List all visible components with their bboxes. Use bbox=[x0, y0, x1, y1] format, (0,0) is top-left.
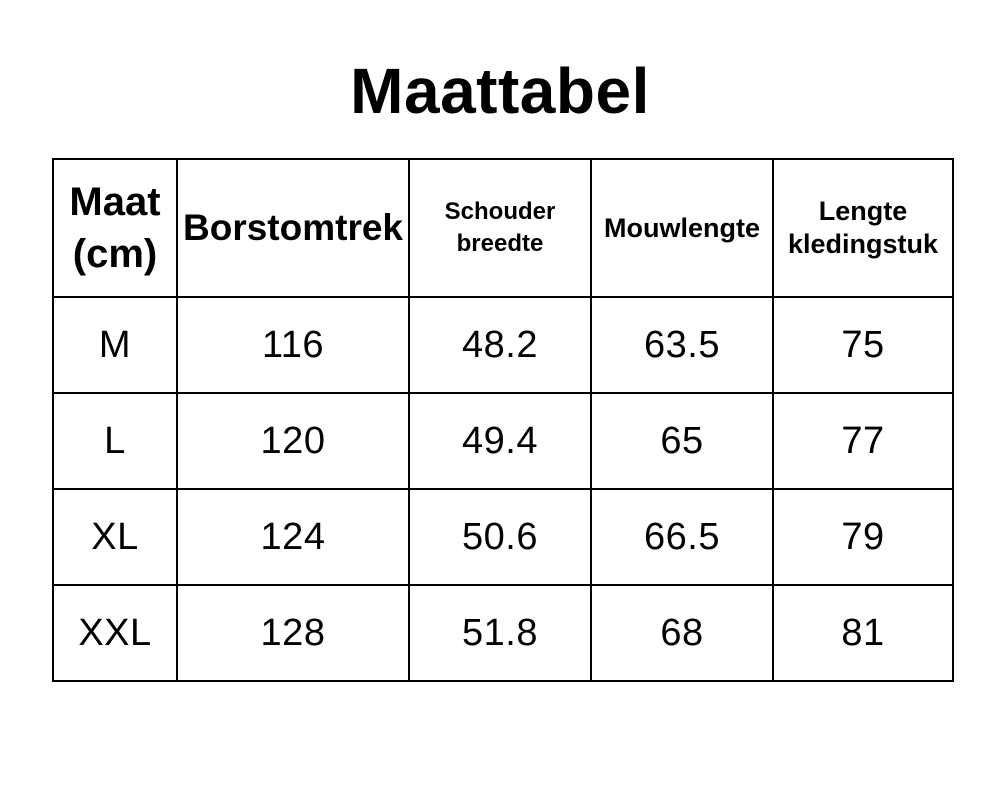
table-row-l: L 120 49.4 65 77 bbox=[52, 392, 954, 490]
table-row-xl: XL 124 50.6 66.5 79 bbox=[52, 488, 954, 586]
schouderbreedte-value: 51.8 bbox=[408, 584, 592, 682]
lengte-kledingstuk-value: 77 bbox=[772, 392, 954, 490]
schouderbreedte-value: 48.2 bbox=[408, 296, 592, 394]
size-label: XXL bbox=[52, 584, 178, 682]
col-header-maat-line1: Maat bbox=[69, 180, 161, 224]
borstomtrek-value: 120 bbox=[176, 392, 410, 490]
size-label: L bbox=[52, 392, 178, 490]
lengte-kledingstuk-value: 75 bbox=[772, 296, 954, 394]
schouderbreedte-value: 50.6 bbox=[408, 488, 592, 586]
table-row-xxl: XXL 128 51.8 68 81 bbox=[52, 584, 954, 682]
col-header-mouwlengte: Mouwlengte bbox=[590, 158, 774, 298]
borstomtrek-value: 128 bbox=[176, 584, 410, 682]
size-label: XL bbox=[52, 488, 178, 586]
col-header-borstomtrek: Borstomtrek bbox=[176, 158, 410, 298]
mouwlengte-value: 68 bbox=[590, 584, 774, 682]
col-header-lengte-kledingstuk-line1: Lengte bbox=[818, 196, 908, 226]
schouderbreedte-value: 49.4 bbox=[408, 392, 592, 490]
page-title: Maattabel bbox=[350, 55, 650, 127]
lengte-kledingstuk-value: 79 bbox=[772, 488, 954, 586]
col-header-borstomtrek-line1: Borstomtrek bbox=[183, 207, 403, 248]
col-header-schouderbreedte: Schouder breedte bbox=[408, 158, 592, 298]
borstomtrek-value: 116 bbox=[176, 296, 410, 394]
col-header-maat-line2: (cm) bbox=[72, 232, 158, 276]
mouwlengte-value: 66.5 bbox=[590, 488, 774, 586]
col-header-lengte-kledingstuk: Lengte kledingstuk bbox=[772, 158, 954, 298]
table-row-m: M 116 48.2 63.5 75 bbox=[52, 296, 954, 394]
lengte-kledingstuk-value: 81 bbox=[772, 584, 954, 682]
size-label: M bbox=[52, 296, 178, 394]
mouwlengte-value: 65 bbox=[590, 392, 774, 490]
borstomtrek-value: 124 bbox=[176, 488, 410, 586]
col-header-mouwlengte-line1: Mouwlengte bbox=[604, 212, 760, 243]
col-header-schouderbreedte-line1: Schouder bbox=[444, 198, 556, 225]
size-table: Maat (cm) Borstomtrek Schouder breedte M… bbox=[52, 158, 954, 682]
col-header-lengte-kledingstuk-line2: kledingstuk bbox=[787, 229, 939, 259]
table-header-row: Maat (cm) Borstomtrek Schouder breedte M… bbox=[52, 158, 954, 298]
mouwlengte-value: 63.5 bbox=[590, 296, 774, 394]
col-header-maat: Maat (cm) bbox=[52, 158, 178, 298]
col-header-schouderbreedte-line2: breedte bbox=[456, 230, 544, 257]
